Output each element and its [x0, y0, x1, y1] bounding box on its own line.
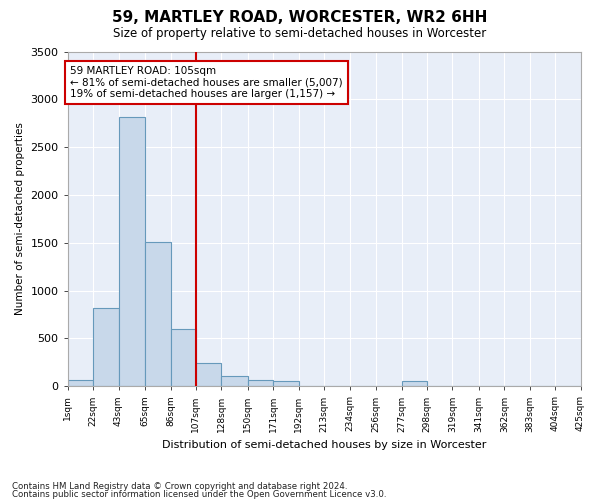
Text: Size of property relative to semi-detached houses in Worcester: Size of property relative to semi-detach…	[113, 28, 487, 40]
Y-axis label: Number of semi-detached properties: Number of semi-detached properties	[15, 122, 25, 316]
Bar	[221, 376, 248, 386]
X-axis label: Distribution of semi-detached houses by size in Worcester: Distribution of semi-detached houses by …	[162, 440, 486, 450]
Text: Contains public sector information licensed under the Open Government Licence v3: Contains public sector information licen…	[12, 490, 386, 499]
Bar	[170, 329, 196, 386]
Text: Contains HM Land Registry data © Crown copyright and database right 2024.: Contains HM Land Registry data © Crown c…	[12, 482, 347, 491]
Bar	[401, 382, 427, 386]
Bar	[68, 380, 93, 386]
Bar	[93, 308, 119, 386]
Bar	[274, 382, 299, 386]
Text: 59 MARTLEY ROAD: 105sqm
← 81% of semi-detached houses are smaller (5,007)
19% of: 59 MARTLEY ROAD: 105sqm ← 81% of semi-de…	[70, 66, 343, 99]
Bar	[248, 380, 274, 386]
Bar	[119, 118, 145, 386]
Text: 59, MARTLEY ROAD, WORCESTER, WR2 6HH: 59, MARTLEY ROAD, WORCESTER, WR2 6HH	[112, 10, 488, 25]
Bar	[196, 364, 221, 386]
Bar	[145, 242, 170, 386]
